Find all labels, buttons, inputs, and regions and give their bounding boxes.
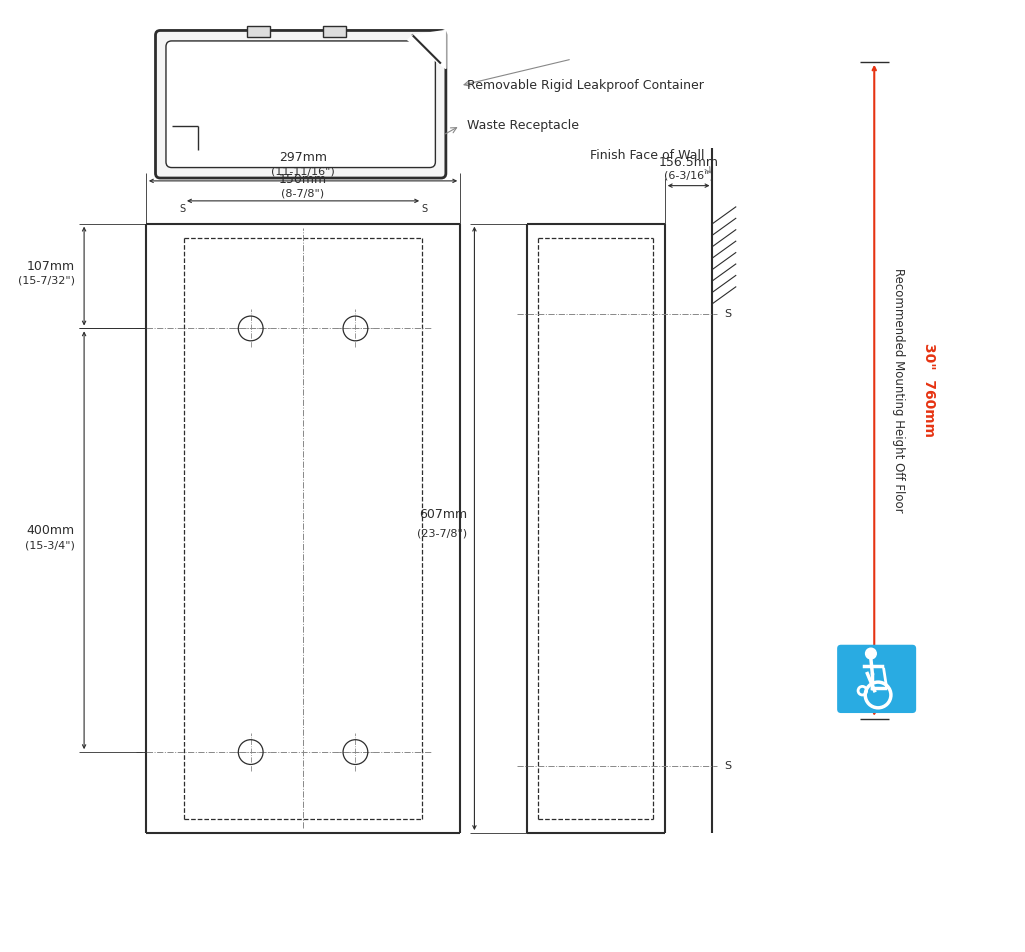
Text: 30"  760mm: 30" 760mm [921,344,936,437]
Text: S: S [421,204,427,214]
Text: 297mm: 297mm [279,150,327,164]
Text: 400mm: 400mm [27,525,75,537]
Bar [247,26,270,37]
Text: Finish Face of Wall: Finish Face of Wall [590,149,705,162]
Text: Removable Rigid Leakproof Container: Removable Rigid Leakproof Container [466,79,704,92]
Text: 107mm: 107mm [27,260,75,273]
Text: (6-3/16"): (6-3/16") [664,170,713,181]
FancyBboxPatch shape [837,645,916,713]
Text: (15-3/4"): (15-3/4") [25,540,75,550]
FancyBboxPatch shape [166,41,436,168]
Text: Recommended Mounting Height Off Floor: Recommended Mounting Height Off Floor [892,268,904,512]
Text: 607mm: 607mm [418,507,466,521]
Text: S: S [179,204,186,214]
Text: (23-7/8"): (23-7/8") [417,528,466,538]
Text: 156.5mm: 156.5mm [659,155,719,169]
Text: 150mm: 150mm [279,172,327,186]
Bar [323,26,345,37]
Text: (15-7/32"): (15-7/32") [17,276,75,286]
Circle shape [865,648,876,659]
Polygon shape [408,30,446,69]
Text: S: S [724,309,731,319]
Text: S: S [724,762,731,771]
Text: (11-11/16"): (11-11/16") [272,166,335,176]
Text: (8-7/8"): (8-7/8") [282,188,325,198]
FancyBboxPatch shape [156,30,446,178]
Text: Waste Receptacle: Waste Receptacle [466,119,579,132]
